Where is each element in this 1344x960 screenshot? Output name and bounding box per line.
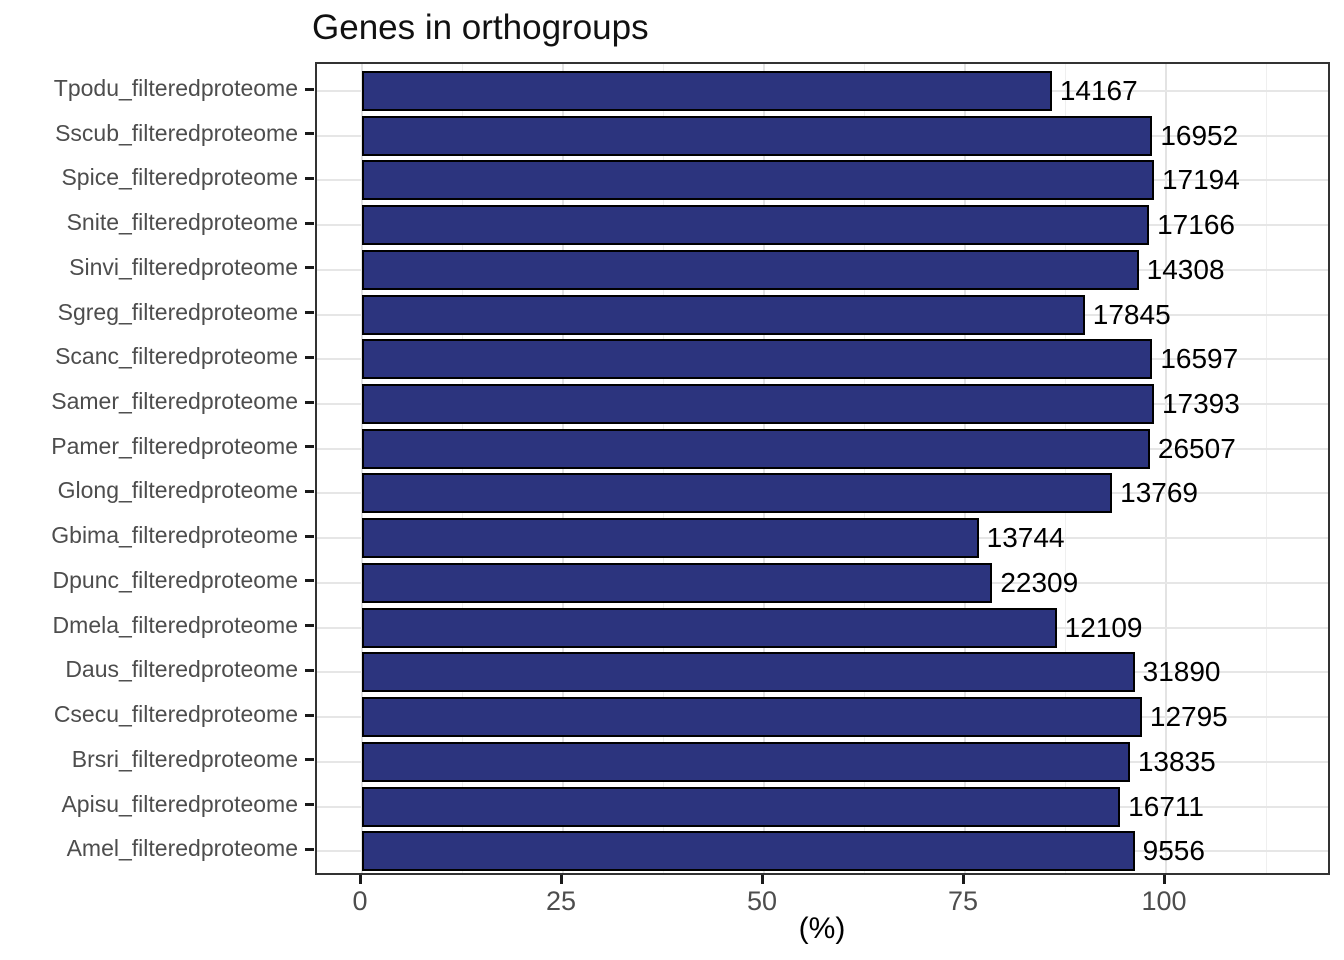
y-axis-label: Apisu_filteredproteome — [61, 790, 298, 817]
bar — [362, 697, 1142, 738]
y-axis-label: Sscub_filteredproteome — [55, 119, 298, 146]
x-axis-tick-label: 75 — [947, 886, 979, 916]
y-axis-tick — [305, 668, 314, 672]
bar — [362, 831, 1135, 872]
y-axis-label: Dmela_filteredproteome — [52, 611, 298, 638]
bar — [362, 249, 1139, 290]
y-axis-label: Daus_filteredproteome — [65, 656, 298, 683]
y-axis-tick — [305, 132, 314, 136]
bar-value-label: 9556 — [1142, 835, 1205, 867]
y-axis-tick — [305, 87, 314, 91]
gridline-vertical-minor — [1265, 64, 1268, 873]
y-axis-label: Pamer_filteredproteome — [51, 432, 298, 459]
y-axis-label: Csecu_filteredproteome — [53, 701, 298, 728]
bar-value-label: 26507 — [1157, 432, 1236, 464]
bar — [362, 205, 1150, 246]
x-axis-tick — [358, 875, 362, 884]
y-axis-label: Sinvi_filteredproteome — [69, 253, 298, 280]
y-axis-label: Sgreg_filteredproteome — [57, 298, 298, 325]
y-axis-tick — [305, 803, 314, 807]
bar — [362, 562, 993, 603]
y-axis-tick — [305, 266, 314, 270]
bar — [362, 741, 1130, 782]
bar-value-label: 22309 — [1000, 566, 1079, 598]
bar-value-label: 17166 — [1157, 209, 1235, 241]
y-axis-label: Samer_filteredproteome — [51, 388, 298, 415]
bar-value-label: 17845 — [1092, 298, 1171, 330]
x-axis-tick-label: 50 — [746, 886, 778, 916]
bar-value-label: 13769 — [1120, 477, 1198, 509]
bar — [362, 115, 1153, 156]
x-axis-tick — [760, 875, 764, 884]
bar — [362, 294, 1085, 335]
x-axis-title: (%) — [798, 912, 846, 945]
bar-value-label: 17393 — [1161, 388, 1240, 420]
bar-value-label: 31890 — [1142, 656, 1221, 688]
bar — [362, 160, 1154, 201]
bar — [362, 71, 1052, 111]
y-axis-tick — [305, 713, 314, 717]
y-axis-label: Amel_filteredproteome — [66, 835, 298, 862]
y-axis-tick — [305, 400, 314, 404]
bar — [362, 339, 1153, 380]
x-axis-tick-label: 0 — [352, 886, 368, 916]
bar — [362, 473, 1113, 514]
y-axis-tick — [305, 624, 314, 628]
y-axis-label: Spice_filteredproteome — [61, 164, 298, 191]
bar-value-label: 16597 — [1160, 343, 1239, 375]
plot-panel: 14167 16952 17194 17166 14308 17845 16597 17393… — [315, 62, 1330, 875]
bar-value-label: 16711 — [1128, 790, 1204, 822]
bar — [362, 607, 1057, 648]
y-axis-tick — [305, 489, 314, 493]
y-axis-label: Dpunc_filteredproteome — [52, 566, 298, 593]
y-axis-label: Brsri_filteredproteome — [71, 745, 298, 772]
y-axis-tick — [305, 355, 314, 359]
bar-value-label: 17194 — [1161, 164, 1240, 196]
y-axis-label: Tpodu_filteredproteome — [53, 75, 298, 101]
x-axis-tick — [961, 875, 965, 884]
gridline-vertical-major — [1165, 64, 1167, 873]
chart-title: Genes in orthogroups — [312, 8, 649, 47]
y-axis-tick — [305, 534, 314, 538]
x-axis-tick — [559, 875, 563, 884]
bar-value-label: 13835 — [1137, 745, 1216, 777]
y-axis-label: Scanc_filteredproteome — [55, 343, 298, 370]
y-axis-tick — [305, 311, 314, 315]
bar — [362, 384, 1154, 425]
bar — [362, 428, 1150, 469]
bar-value-label: 14167 — [1059, 75, 1138, 106]
bar-value-label: 16952 — [1160, 119, 1239, 151]
x-axis-tick — [1162, 875, 1166, 884]
y-axis-tick — [305, 445, 314, 449]
bar-value-label: 12795 — [1149, 701, 1228, 733]
bar-value-label: 12109 — [1064, 611, 1143, 643]
bar — [362, 786, 1121, 827]
y-axis-tick — [305, 176, 314, 180]
bar-value-label: 14308 — [1146, 253, 1225, 285]
y-axis-label: Gbima_filteredproteome — [51, 522, 298, 549]
y-axis-tick — [305, 579, 314, 583]
bar-value-label: 13744 — [986, 522, 1065, 554]
y-axis-label: Glong_filteredproteome — [57, 477, 298, 504]
x-axis-tick-label: 25 — [545, 886, 577, 916]
y-axis-tick — [305, 758, 314, 762]
y-axis-tick — [305, 847, 314, 851]
bar — [362, 518, 979, 559]
bar — [362, 652, 1135, 693]
x-axis-tick-label: 100 — [1141, 886, 1187, 916]
y-axis-tick — [305, 221, 314, 225]
y-axis-label: Snite_filteredproteome — [66, 209, 298, 236]
